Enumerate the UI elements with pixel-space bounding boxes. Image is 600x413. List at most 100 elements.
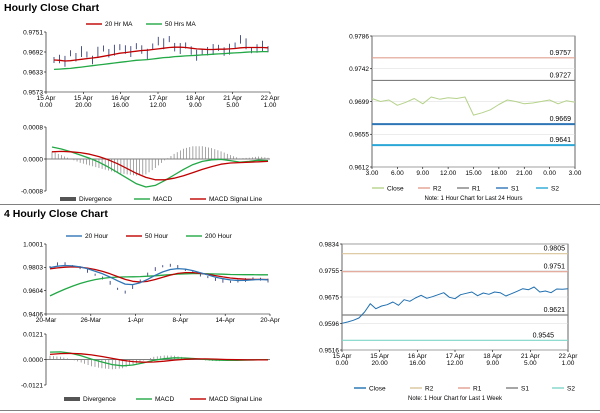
x-tick-label: 12.00 xyxy=(440,170,457,177)
bottom-divider xyxy=(0,410,600,411)
x-tick-label: 15.00 xyxy=(465,170,482,177)
level-label-S1: 0.9621 xyxy=(544,307,566,314)
x-tick-label: 3.00 xyxy=(366,170,379,177)
legend-label: S2 xyxy=(551,186,559,193)
legend-label: MACD xyxy=(153,196,172,203)
x-tick-label: 5.00 xyxy=(226,102,239,109)
section-divider xyxy=(0,204,600,205)
hourly-section-title: Hourly Close Chart xyxy=(4,2,100,14)
4hourly-section-title: 4 Hourly Close Chart xyxy=(4,208,108,220)
y-tick-label: 0.9516 xyxy=(319,347,339,354)
x-tick-label: 18 Apr xyxy=(186,95,206,102)
x-tick-label: 21 Apr xyxy=(223,95,243,102)
signal-line xyxy=(49,352,268,363)
y-tick-label: 0.0000 xyxy=(23,156,43,163)
y-tick-label: 0.9655 xyxy=(349,132,369,139)
level-label-R1: 0.9727 xyxy=(550,72,572,79)
x-tick-label: 20-Mar xyxy=(36,317,57,324)
legend-swatch xyxy=(64,397,80,401)
y-tick-label: 0.9596 xyxy=(319,321,339,328)
legend-label: Close xyxy=(387,186,404,193)
y-tick-label: 0.9742 xyxy=(349,66,369,73)
x-tick-label: 0.00 xyxy=(543,170,556,177)
level-label-R2: 0.9805 xyxy=(544,246,566,253)
close-line xyxy=(341,286,569,324)
x-tick-label: 14-Apr xyxy=(215,317,235,324)
x-tick-label: 21.00 xyxy=(516,170,533,177)
y-tick-label: 0.9786 xyxy=(349,33,369,40)
y-tick-label: 0.9406 xyxy=(23,311,43,318)
level-label-R2: 0.9757 xyxy=(550,50,572,57)
close-line xyxy=(371,96,576,116)
y-tick-label: 0.9751 xyxy=(23,29,43,36)
x-tick-label: 20.00 xyxy=(372,360,389,367)
x-tick-label: 15 Apr xyxy=(74,95,94,102)
level-label-S2: 0.9545 xyxy=(533,332,555,339)
x-tick-label: 9.00 xyxy=(486,360,499,367)
x-tick-label: 12.00 xyxy=(150,102,167,109)
macd-line xyxy=(51,146,269,188)
legend-label: 20 Hour xyxy=(85,233,109,240)
x-tick-label: 12.00 xyxy=(447,360,464,367)
legend-label: Divergence xyxy=(83,396,116,403)
y-tick-label: 0.9755 xyxy=(319,268,339,275)
legend-label: S1 xyxy=(511,186,519,193)
x-tick-label: 21 Apr xyxy=(521,353,541,360)
x-tick-label: 1.00 xyxy=(264,102,277,109)
x-tick-label: 18.00 xyxy=(491,170,508,177)
legend-label: MACD Signal Line xyxy=(209,396,262,403)
y-tick-label: 0.9803 xyxy=(23,265,43,272)
legend-label: Close xyxy=(369,386,386,393)
x-tick-label: 9.00 xyxy=(189,102,202,109)
x-tick-label: 0.00 xyxy=(40,102,53,109)
legend-label: R1 xyxy=(473,386,482,393)
ma50-line xyxy=(53,50,268,71)
x-tick-label: 22 Apr xyxy=(261,95,281,102)
legend-label: Divergence xyxy=(79,196,112,203)
x-tick-label: 15 Apr xyxy=(37,95,57,102)
legend-label: R1 xyxy=(472,186,481,193)
legend-label: S1 xyxy=(521,386,529,393)
x-tick-label: 16.00 xyxy=(113,102,130,109)
y-tick-label: -0.0008 xyxy=(21,188,43,195)
y-tick-label: -0.0121 xyxy=(21,382,43,389)
legend-label: MACD Signal Line xyxy=(209,196,262,203)
y-tick-label: 0.9675 xyxy=(319,294,339,301)
x-tick-label: 15 Apr xyxy=(370,353,390,360)
x-tick-label: 20-Apr xyxy=(260,317,280,324)
level-label-S1: 0.9669 xyxy=(550,116,572,123)
ma20-line xyxy=(49,264,269,286)
x-tick-label: 15 Apr xyxy=(333,353,353,360)
legend-label: MACD xyxy=(155,396,174,403)
legend-label: S2 xyxy=(567,386,575,393)
legend-label: R2 xyxy=(425,386,434,393)
x-tick-label: 18 Apr xyxy=(483,353,503,360)
x-tick-label: 1-Apr xyxy=(128,317,145,324)
ma200-line xyxy=(49,272,268,297)
x-tick-label: 6.00 xyxy=(391,170,404,177)
chart-note: Note: 1 Hour Chart for Last 1 Week xyxy=(408,396,503,402)
y-tick-label: 0.0121 xyxy=(23,331,43,338)
y-tick-label: 0.9573 xyxy=(23,89,43,96)
y-tick-label: 0.0008 xyxy=(23,124,43,131)
x-tick-label: 3.00 xyxy=(569,170,582,177)
level-label-S2: 0.9641 xyxy=(550,137,572,144)
y-tick-label: 0.9834 xyxy=(319,241,339,248)
legend-label: 20 Hr MA xyxy=(105,21,133,28)
y-tick-label: 0.0000 xyxy=(23,357,43,364)
y-tick-label: 0.9692 xyxy=(23,49,43,56)
x-tick-label: 5.00 xyxy=(524,360,537,367)
signal-line xyxy=(51,150,269,181)
x-tick-label: 9.00 xyxy=(416,170,429,177)
macd-line xyxy=(49,351,269,367)
x-tick-label: 1.00 xyxy=(562,360,575,367)
x-tick-label: 16 Apr xyxy=(408,353,428,360)
ma20-line xyxy=(53,46,269,62)
x-tick-label: 20.00 xyxy=(75,102,92,109)
x-tick-label: 16.00 xyxy=(409,360,426,367)
y-tick-label: 0.9633 xyxy=(23,69,43,76)
legend-label: 200 Hour xyxy=(205,233,233,240)
y-tick-label: 1.0001 xyxy=(23,241,43,248)
x-tick-label: 16 Apr xyxy=(111,95,131,102)
